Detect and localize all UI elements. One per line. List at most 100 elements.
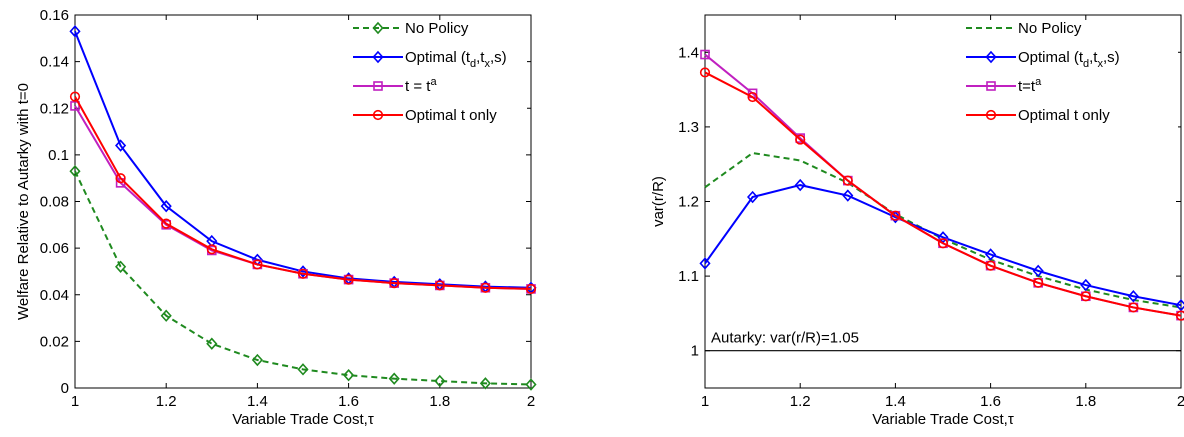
series-line	[74, 170, 532, 386]
data-point	[69, 25, 81, 38]
legend-label: Optimal (td,tx,s)	[1018, 49, 1120, 70]
data-point	[1127, 290, 1139, 303]
data-point	[160, 309, 172, 322]
data-point	[985, 248, 997, 261]
y-axis-label: Welfare Relative to Autarky with t=0	[15, 83, 32, 320]
data-point	[115, 139, 127, 152]
legend-marker	[373, 81, 383, 91]
data-point	[252, 259, 263, 270]
data-point	[794, 178, 806, 192]
legend-box	[960, 20, 1178, 138]
data-point	[842, 175, 853, 186]
y-tick-label: 0.06	[40, 240, 69, 257]
legend-label: Optimal (td,tx,s)	[405, 49, 507, 70]
autarky-annotation: Autarky: var(r/R)=1.05	[711, 330, 859, 347]
legend-marker	[986, 81, 996, 91]
legend-box	[347, 20, 527, 138]
legend-label: t = ta	[405, 76, 437, 95]
x-tick-label: 1.8	[1075, 393, 1096, 410]
x-tick-label: 1.4	[247, 393, 268, 410]
data-point	[1032, 264, 1044, 278]
data-point	[890, 210, 901, 221]
data-point	[480, 282, 491, 293]
legend-label: Optimal t only	[1018, 107, 1110, 124]
x-tick-label: 1.6	[338, 393, 359, 410]
series-0	[69, 164, 537, 391]
x-tick-label: 1.4	[885, 393, 906, 410]
data-point	[1128, 302, 1139, 313]
y-tick-label: 0.04	[40, 287, 69, 304]
legend-label: No Policy	[1018, 20, 1082, 37]
data-point	[1033, 277, 1044, 288]
legend: No Policy Optimal (td,tx,s) t = ta Optimal …	[347, 20, 527, 138]
legend-label: t=ta	[1018, 76, 1042, 95]
data-point	[700, 49, 710, 60]
x-tick-label: 1.2	[790, 393, 811, 410]
data-point	[842, 189, 854, 202]
y-tick-label: 0.02	[40, 333, 69, 350]
x-tick-label: 1	[71, 393, 79, 410]
legend-marker	[985, 109, 997, 121]
y-tick-label: 0.08	[40, 194, 69, 211]
x-axis-label: Variable Trade Cost,τ	[872, 411, 1014, 428]
series-line	[704, 71, 1182, 317]
legend-marker	[372, 50, 384, 64]
y-axis-label: var(r/R)	[650, 176, 667, 227]
data-point	[160, 199, 172, 213]
series-1	[699, 178, 1184, 312]
data-point	[525, 283, 537, 295]
data-point	[343, 274, 354, 285]
y-tick-label: 1	[691, 343, 699, 360]
data-point	[1080, 291, 1091, 302]
data-point	[434, 374, 446, 388]
legend-marker	[985, 50, 997, 64]
data-point	[69, 91, 81, 102]
data-point	[889, 210, 901, 224]
data-point	[525, 378, 537, 391]
legend: No Policy Optimal (td,tx,s) t=ta Optimal t …	[960, 20, 1178, 138]
data-point	[297, 268, 309, 279]
data-point	[115, 260, 127, 273]
legend-label: Optimal t only	[405, 107, 497, 124]
series-3	[699, 67, 1184, 321]
data-point	[161, 218, 172, 229]
data-point	[115, 173, 126, 184]
data-point	[434, 280, 445, 291]
data-point	[747, 190, 759, 204]
data-point	[389, 277, 400, 289]
data-point	[69, 164, 81, 178]
data-point	[70, 101, 80, 111]
y-tick-label: 0.16	[40, 7, 69, 24]
y-tick-label: 1.2	[678, 194, 699, 211]
data-point	[937, 238, 949, 249]
series-line	[74, 96, 532, 290]
data-point	[699, 67, 711, 78]
y-tick-label: 0.1	[48, 147, 69, 164]
series-3	[69, 91, 537, 295]
x-axis-label: Variable Trade Cost,τ	[232, 411, 374, 428]
y-tick-label: 0.14	[40, 54, 69, 71]
legend-label: No Policy	[405, 20, 469, 37]
data-point	[251, 353, 263, 367]
legend-marker	[372, 109, 384, 121]
data-point	[985, 260, 996, 271]
x-tick-label: 1.8	[429, 393, 450, 410]
y-tick-label: 1.3	[678, 119, 699, 136]
y-tick-label: 1.1	[678, 268, 699, 285]
series-line	[74, 30, 532, 289]
data-point	[479, 377, 491, 390]
data-point	[795, 134, 806, 145]
x-tick-label: 1.6	[980, 393, 1001, 410]
data-point	[1080, 278, 1092, 292]
y-tick-label: 1.4	[678, 44, 699, 61]
data-point	[1175, 298, 1184, 312]
data-point	[699, 257, 711, 270]
y-tick-label: 0.12	[40, 100, 69, 117]
data-point	[747, 91, 758, 103]
data-point	[297, 363, 309, 376]
x-tick-label: 1	[701, 393, 709, 410]
x-tick-label: 1.2	[156, 393, 177, 410]
data-point	[206, 244, 217, 255]
data-point	[1175, 310, 1184, 321]
data-point	[206, 337, 218, 350]
